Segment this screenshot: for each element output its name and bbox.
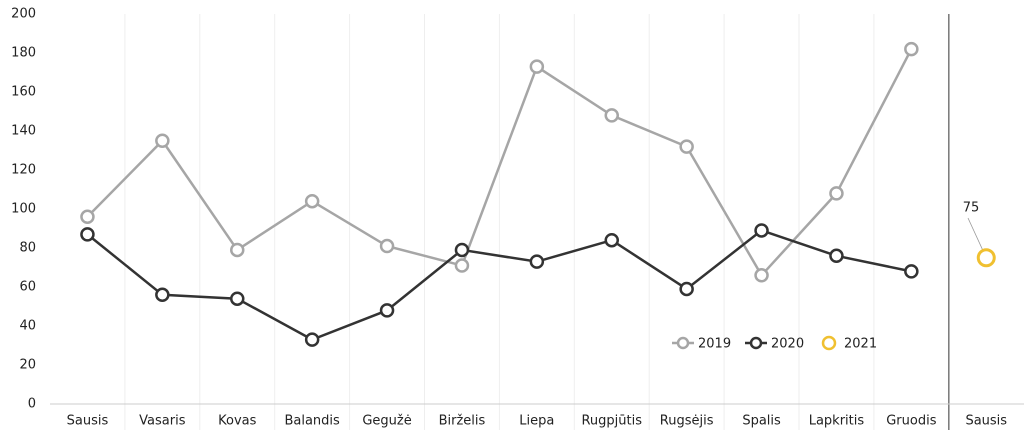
point-marker	[529, 59, 545, 74]
y-tick-label: 40	[19, 319, 36, 334]
x-tick-label: Sausis	[965, 414, 1007, 429]
legend-label: 2020	[771, 337, 804, 352]
y-tick-label: 160	[11, 85, 36, 100]
point-marker	[904, 41, 919, 57]
point-marker	[155, 133, 170, 148]
x-tick-label: Rugsėjis	[660, 414, 714, 429]
point-marker	[754, 223, 769, 238]
point-marker	[604, 232, 619, 248]
legend-label: 2021	[844, 337, 877, 352]
y-tick-label: 80	[19, 241, 36, 256]
x-tick-label: Birželis	[439, 414, 486, 429]
point-marker	[976, 248, 996, 268]
x-tick-label: Gegužė	[362, 414, 411, 429]
point-marker	[604, 108, 619, 123]
x-tick-label: Balandis	[284, 414, 340, 429]
legend-label: 2019	[698, 337, 731, 352]
x-tick-label: Spalis	[742, 414, 781, 429]
y-tick-label: 120	[11, 163, 36, 178]
x-tick-label: Sausis	[67, 414, 109, 429]
point-marker	[529, 254, 545, 269]
legend-marker	[749, 336, 763, 350]
y-tick-label: 140	[11, 124, 36, 139]
point-marker	[80, 209, 95, 225]
y-tick-label: 180	[11, 46, 36, 61]
point-marker	[679, 281, 694, 297]
point-marker	[829, 248, 844, 264]
point-marker	[230, 291, 245, 306]
point-marker	[829, 186, 844, 201]
point-marker	[454, 258, 470, 273]
y-tick-label: 100	[11, 202, 36, 217]
x-tick-label: Lapkritis	[809, 414, 865, 429]
x-tick-label: Rugpjūtis	[581, 414, 642, 429]
series-line	[86, 48, 913, 278]
y-tick-label: 20	[19, 358, 36, 373]
x-tick-label: Kovas	[218, 414, 256, 429]
point-marker	[379, 238, 395, 254]
point-marker	[379, 303, 395, 318]
x-tick-label: Liepa	[519, 414, 554, 429]
point-marker	[80, 227, 95, 242]
legend-marker	[821, 335, 837, 351]
y-tick-label: 60	[19, 280, 36, 295]
y-tick-label: 200	[11, 7, 36, 22]
legend-marker	[676, 336, 690, 350]
x-tick-label: Vasaris	[139, 414, 186, 429]
x-tick-label: Gruodis	[886, 414, 936, 429]
point-marker	[230, 242, 245, 258]
series-line	[86, 229, 912, 342]
point-marker	[155, 287, 170, 303]
point-marker	[304, 193, 320, 209]
point-marker	[679, 139, 694, 154]
point-marker	[754, 268, 769, 283]
y-tick-label: 0	[28, 397, 36, 412]
data-label: 75	[963, 201, 980, 216]
point-marker	[454, 242, 470, 258]
point-marker	[304, 332, 320, 347]
point-marker	[904, 264, 919, 279]
